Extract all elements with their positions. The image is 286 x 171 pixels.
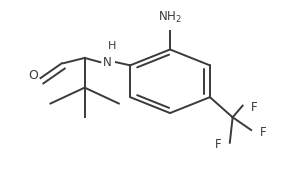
Text: F: F: [215, 138, 221, 151]
Text: F: F: [251, 101, 258, 114]
Text: N: N: [103, 56, 112, 69]
Text: H: H: [108, 41, 116, 50]
Text: NH$_2$: NH$_2$: [158, 10, 182, 25]
Text: O: O: [29, 69, 38, 82]
Text: F: F: [260, 126, 266, 139]
